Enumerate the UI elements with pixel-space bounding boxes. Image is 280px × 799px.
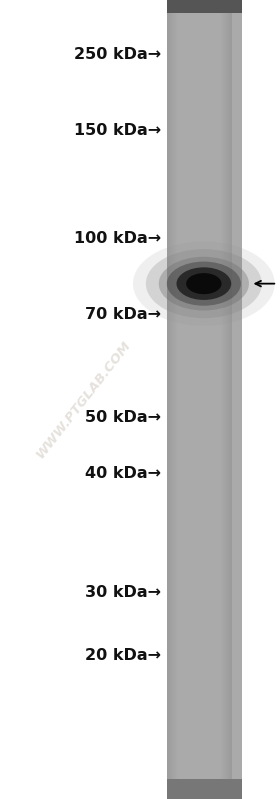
Bar [230,0,231,799]
Bar [175,0,176,799]
Text: 50 kDa→: 50 kDa→ [85,410,161,424]
Bar [176,0,177,799]
Ellipse shape [186,273,221,294]
Bar [170,0,171,799]
Ellipse shape [133,241,275,326]
Text: 20 kDa→: 20 kDa→ [85,648,161,662]
Bar [227,0,228,799]
Bar [167,779,242,799]
Bar [226,0,227,799]
Text: 100 kDa→: 100 kDa→ [74,231,161,245]
Ellipse shape [146,249,262,318]
Bar [231,0,232,799]
Bar [225,0,226,799]
Bar [220,0,221,799]
Bar [167,0,168,799]
Bar [228,0,229,799]
Bar [167,0,242,13]
Text: 40 kDa→: 40 kDa→ [85,466,161,480]
Ellipse shape [176,268,231,300]
Bar [169,0,170,799]
Bar [174,0,175,799]
Bar [223,0,224,799]
Ellipse shape [159,256,249,311]
Bar [224,0,225,799]
Bar [172,0,173,799]
Bar [221,0,222,799]
Ellipse shape [167,261,241,306]
Bar [173,0,174,799]
Bar [167,0,242,799]
Bar [222,0,223,799]
Text: 70 kDa→: 70 kDa→ [85,307,161,321]
Bar [177,0,178,799]
Text: 250 kDa→: 250 kDa→ [74,47,161,62]
Bar [229,0,230,799]
Bar [168,0,169,799]
Text: WWW.PTGLAB.COM: WWW.PTGLAB.COM [34,338,134,461]
Bar [171,0,172,799]
Text: 150 kDa→: 150 kDa→ [74,123,161,137]
Text: 30 kDa→: 30 kDa→ [85,586,161,600]
